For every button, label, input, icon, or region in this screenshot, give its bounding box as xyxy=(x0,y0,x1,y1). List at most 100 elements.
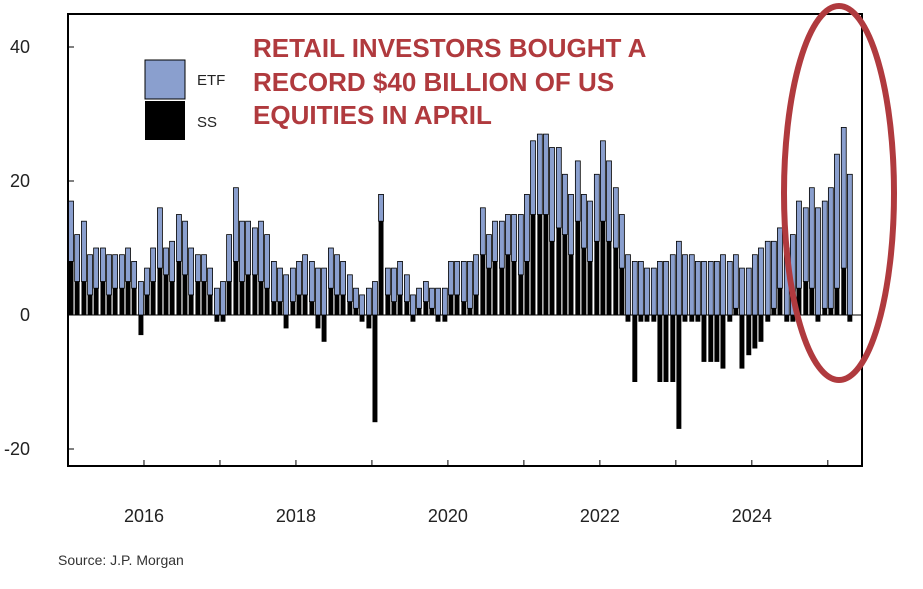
bar-ss xyxy=(638,315,644,322)
y-axis: 40 20 0 -20 xyxy=(4,37,74,459)
bar-etf xyxy=(68,200,74,262)
bar-etf xyxy=(581,193,587,249)
bar-etf xyxy=(695,260,701,316)
bar-etf xyxy=(733,254,739,309)
bar-etf xyxy=(808,187,815,289)
bar-etf xyxy=(207,267,213,296)
bar-ss xyxy=(777,288,783,315)
bar-ss xyxy=(739,315,745,369)
bar-ss xyxy=(87,294,93,315)
bar-etf xyxy=(397,260,403,296)
bar-etf xyxy=(441,287,448,316)
bar-etf xyxy=(764,240,771,316)
bar-etf xyxy=(631,260,638,316)
bar-ss xyxy=(252,274,258,315)
bar-etf xyxy=(258,220,264,282)
bar-ss xyxy=(524,261,530,315)
annotation-line-2: RECORD $40 BILLION OF US xyxy=(253,67,614,97)
x-tick-label: 2020 xyxy=(428,506,468,526)
bar-ss xyxy=(302,294,308,315)
bar-ss xyxy=(651,315,657,322)
bar-etf xyxy=(138,281,144,316)
bar-etf xyxy=(846,173,853,316)
bar-ss xyxy=(334,294,340,315)
bar-ss xyxy=(727,315,733,322)
bar-ss xyxy=(695,315,701,322)
bar-etf xyxy=(650,267,657,316)
bar-etf xyxy=(751,254,758,316)
bar-etf xyxy=(574,160,581,222)
bar-ss xyxy=(68,261,74,315)
bar-etf xyxy=(454,260,460,296)
bar-ss xyxy=(404,301,410,315)
bar-ss xyxy=(283,315,289,329)
bar-ss xyxy=(106,294,112,315)
annotation: RETAIL INVESTORS BOUGHT A RECORD $40 BIL… xyxy=(253,33,647,130)
bar-etf xyxy=(676,240,682,316)
bar-ss xyxy=(771,308,777,315)
bar-ss xyxy=(188,294,194,315)
bars-group xyxy=(68,127,853,429)
bar-ss xyxy=(473,294,479,315)
bar-ss xyxy=(100,281,106,315)
bar-etf xyxy=(770,240,777,309)
bar-ss xyxy=(549,241,555,315)
bar-etf xyxy=(112,254,118,289)
bar-ss xyxy=(182,274,188,315)
bar-ss xyxy=(714,315,720,362)
bar-etf xyxy=(479,207,486,256)
bar-etf xyxy=(125,247,131,282)
bar-ss xyxy=(315,315,321,329)
bar-etf xyxy=(100,247,106,282)
bar-ss xyxy=(847,315,853,322)
bar-ss xyxy=(708,315,714,362)
bar-etf xyxy=(777,227,783,289)
bar-ss xyxy=(796,288,802,315)
bar-ss xyxy=(556,227,562,315)
bar-etf xyxy=(163,247,169,276)
legend-swatch-ss xyxy=(145,101,185,140)
bar-ss xyxy=(264,288,270,315)
bar-etf xyxy=(144,267,150,296)
bar-etf xyxy=(423,281,429,303)
bar-ss xyxy=(562,234,568,315)
bar-etf xyxy=(701,260,707,316)
bar-ss xyxy=(150,281,156,315)
bar-ss xyxy=(233,261,239,315)
bar-etf xyxy=(429,287,435,309)
bar-etf xyxy=(334,254,340,296)
bar-ss xyxy=(448,294,454,315)
bar-ss xyxy=(423,301,429,315)
bar-etf xyxy=(347,274,353,302)
bar-ss xyxy=(575,221,581,315)
bar-ss xyxy=(201,281,207,315)
bar-etf xyxy=(543,133,549,215)
bar-ss xyxy=(644,315,650,322)
bar-etf xyxy=(745,267,752,316)
bar-etf xyxy=(688,254,695,316)
highlight-ellipse xyxy=(781,3,897,383)
bar-etf xyxy=(568,193,574,256)
bar-etf xyxy=(644,267,650,316)
bar-ss xyxy=(125,281,131,315)
bar-ss xyxy=(809,288,815,315)
bar-ss xyxy=(505,254,511,315)
bar-ss xyxy=(366,315,372,329)
bar-ss xyxy=(467,308,473,315)
bar-ss xyxy=(309,301,315,315)
bar-ss xyxy=(144,294,150,315)
bar-ss xyxy=(271,301,277,315)
bar-etf xyxy=(714,260,720,316)
bar-etf xyxy=(74,234,80,282)
bar-etf xyxy=(157,207,163,269)
bar-ss xyxy=(214,315,220,322)
bar-etf xyxy=(277,267,283,303)
bar-etf xyxy=(296,260,302,296)
bar-etf xyxy=(505,214,511,256)
bar-ss xyxy=(429,308,435,315)
bar-ss xyxy=(499,268,505,315)
bar-ss xyxy=(480,254,486,315)
bar-etf xyxy=(416,287,422,309)
bar-etf xyxy=(562,173,568,236)
bar-ss xyxy=(733,308,739,315)
